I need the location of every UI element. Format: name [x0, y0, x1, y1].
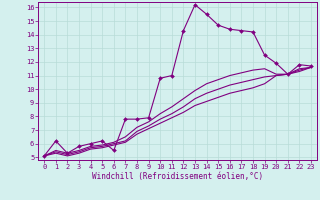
X-axis label: Windchill (Refroidissement éolien,°C): Windchill (Refroidissement éolien,°C)	[92, 172, 263, 181]
